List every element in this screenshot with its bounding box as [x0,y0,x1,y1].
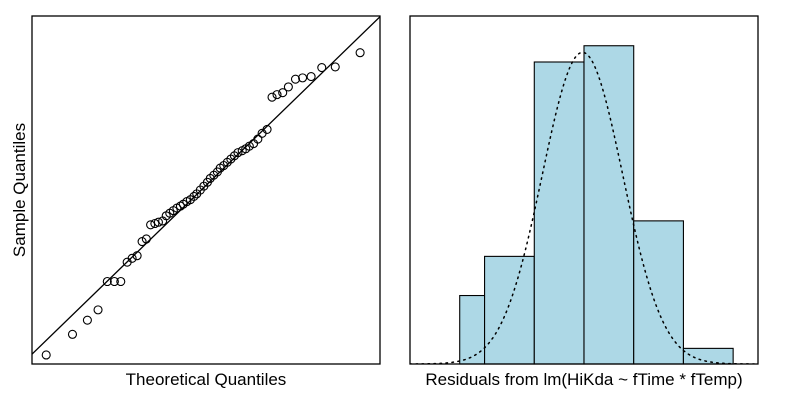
histogram-bar [583,45,635,365]
histogram-x-axis-label: Residuals from lm(HiKda ~ fTime * fTemp) [425,370,742,389]
qq-point [82,315,92,325]
qq-point [278,88,288,98]
qq-point [283,82,293,92]
qq-point [132,251,142,261]
qq-point [298,73,308,83]
histogram-bar [682,347,734,365]
qq-point [102,276,112,287]
histogram-bar [484,255,535,365]
qq-point [253,134,263,144]
qq-point [306,72,316,82]
qq-point [67,329,78,339]
qq-point [262,124,272,134]
qq-point [330,62,340,72]
qq-point [233,148,243,158]
histogram-frame [409,15,759,365]
qq-point [272,90,282,100]
qq-point [127,253,137,263]
normal-density-curve [410,51,758,364]
histogram-bar [459,294,486,365]
qq-point [146,220,156,230]
qq-point [141,234,151,244]
qq-point [93,305,103,315]
qq-point [317,63,327,73]
qq-points [41,48,365,360]
qq-reference-line [32,16,380,355]
qq-point [355,48,365,58]
qq-point [175,201,185,211]
qq-point [290,74,301,84]
qq-frame [31,15,381,365]
qq-point [109,276,119,287]
histogram-bar [633,220,684,365]
histogram-bar [533,61,585,365]
qq-x-axis-label: Theoretical Quantiles [126,370,287,389]
qq-point [116,276,126,287]
qq-point [189,191,199,201]
qq-point [153,217,163,227]
qq-point [41,350,51,360]
histogram-bars [459,45,734,365]
histogram-plot: Residuals from lm(HiKda ~ fTime * fTemp) [409,15,759,389]
qq-point [267,92,277,102]
qq-plot: Theoretical Quantiles Sample Quantiles [10,15,381,389]
qq-y-axis-label: Sample Quantiles [10,123,29,257]
